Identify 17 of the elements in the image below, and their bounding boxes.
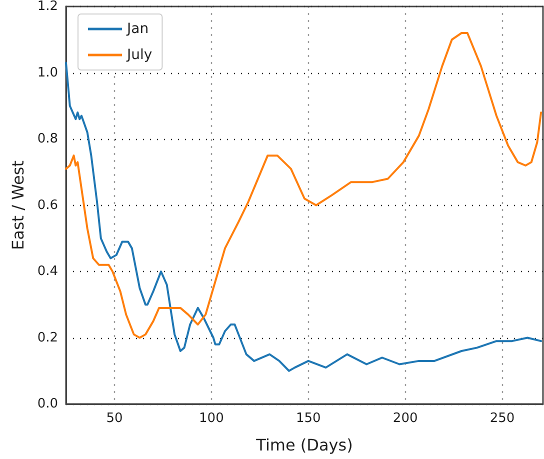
y-tick-label: 0.4 <box>37 264 58 279</box>
y-tick-label: 0.6 <box>37 198 58 213</box>
y-tick-label: 0.0 <box>37 396 58 412</box>
y-tick-label: 1.2 <box>37 0 58 14</box>
legend-label: Jan <box>126 21 149 37</box>
y-tick-label: 0.8 <box>37 132 58 146</box>
x-tick-label: 250 <box>490 411 515 426</box>
legend-label: July <box>126 47 152 63</box>
x-tick-label: 150 <box>296 411 321 426</box>
x-tick-label: 100 <box>199 411 224 426</box>
line-series <box>65 62 542 372</box>
y-tick-label: 1.0 <box>37 65 58 80</box>
y-axis-title: East / West <box>8 160 28 250</box>
x-axis-title: Time (Days) <box>255 436 353 454</box>
x-tick-label: 200 <box>392 411 418 426</box>
x-tick-label: 50 <box>106 411 123 426</box>
y-tick-label: 0.2 <box>37 330 58 346</box>
